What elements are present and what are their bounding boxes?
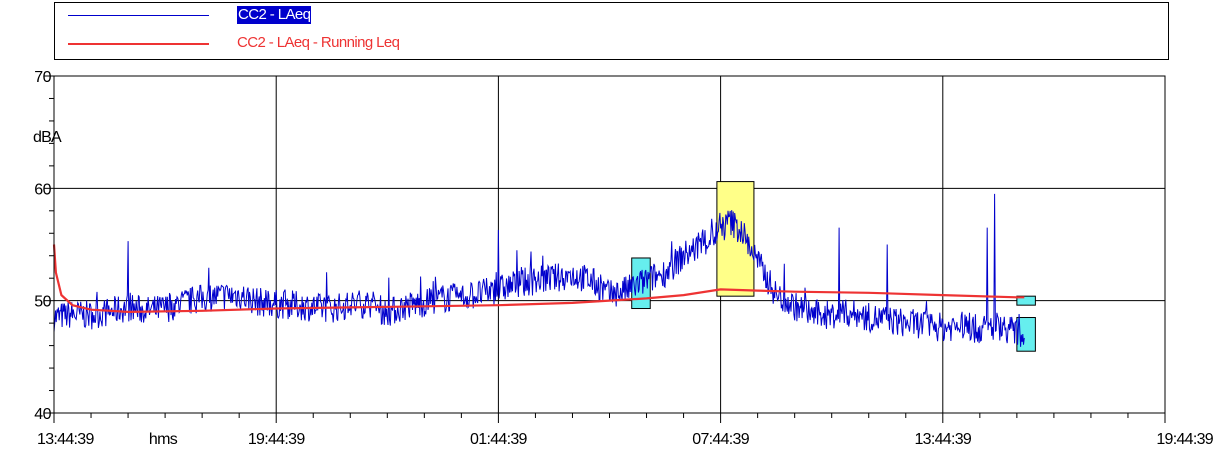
legend: CC2 - LAeq CC2 - LAeq - Running Leq [54, 2, 1169, 60]
legend-swatch-laeq [68, 15, 209, 16]
y-tick-label: 50 [34, 294, 51, 311]
series-line-running-leq [52, 244, 1025, 314]
event-marker-box [1016, 295, 1036, 306]
x-tick-label: 19:44:39 [1156, 431, 1213, 448]
y-axis-label: dBA [33, 129, 62, 146]
legend-label-running-leq: CC2 - LAeq - Running Leq [237, 34, 400, 51]
x-tick-label: 13:44:39 [37, 431, 94, 448]
x-tick-label: 01:44:39 [470, 431, 527, 448]
x-tick-label: 19:44:39 [248, 431, 305, 448]
series-line-laeq [53, 193, 1025, 347]
x-tick-label: 07:44:39 [692, 431, 749, 448]
legend-item-running-leq[interactable]: CC2 - LAeq - Running Leq [55, 33, 1168, 53]
y-tick-label: 60 [34, 181, 51, 198]
legend-item-laeq[interactable]: CC2 - LAeq [55, 5, 1168, 25]
plot-border [53, 75, 1166, 414]
legend-swatch-running-leq [68, 43, 209, 45]
legend-label-laeq: CC2 - LAeq [237, 6, 312, 24]
x-axis-label: hms [149, 431, 178, 448]
x-tick-label: 13:44:39 [914, 431, 971, 448]
y-tick-label: 70 [34, 69, 51, 86]
plot-frame [53, 75, 1166, 414]
y-tick-label: 40 [34, 406, 51, 423]
